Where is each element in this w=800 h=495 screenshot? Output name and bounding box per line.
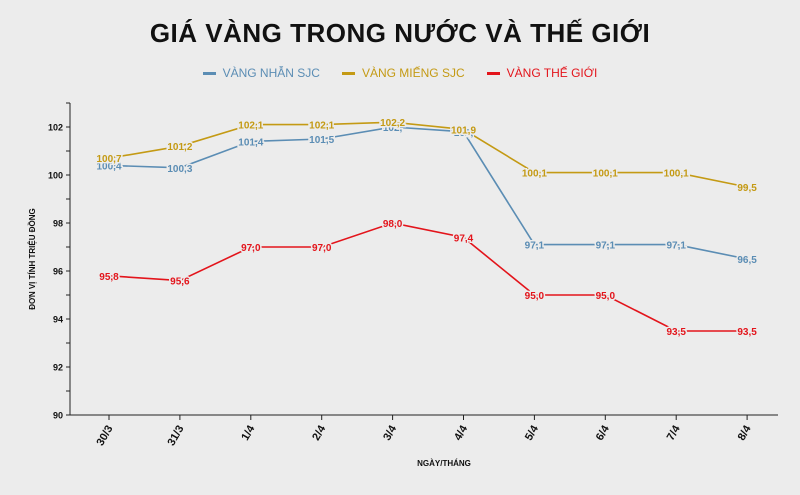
data-point <box>107 163 111 168</box>
data-label: 97,1 <box>525 241 545 252</box>
x-tick-label: 30/3 <box>94 424 115 449</box>
data-point <box>390 125 395 129</box>
legend-item-vang-the-gioi: VÀNG THẾ GIỚI <box>486 66 598 80</box>
data-label: 97,0 <box>241 243 261 254</box>
data-label: 102,1 <box>238 121 263 132</box>
legend-label-vang-the-gioi: VÀNG THẾ GIỚI <box>506 66 598 80</box>
x-tick-label: 4/4 <box>452 423 470 443</box>
x-tick-label: 1/4 <box>239 423 257 443</box>
data-point <box>390 221 395 225</box>
legend-swatch-vang-nhan <box>202 71 216 75</box>
y-tick-label: 98 <box>53 219 63 229</box>
data-label: 95,6 <box>170 277 190 288</box>
data-label: 101,2 <box>167 142 192 153</box>
data-label: 101,5 <box>309 135 334 146</box>
data-label: 101,4 <box>238 137 263 148</box>
data-label: 102,1 <box>309 121 334 132</box>
data-point <box>745 185 749 189</box>
x-tick-label: 8/4 <box>736 423 754 443</box>
data-label: 100,1 <box>522 169 547 180</box>
data-point <box>603 293 608 297</box>
data-label: 96,5 <box>737 255 757 266</box>
data-point <box>319 137 324 141</box>
x-axis-label: NGÀY/THÁNG <box>417 459 471 468</box>
y-tick-label: 102 <box>48 123 63 133</box>
data-label: 102, <box>383 123 403 134</box>
data-point <box>532 170 537 175</box>
data-label: 101, <box>454 128 474 139</box>
data-point <box>319 245 324 249</box>
data-label: 97,1 <box>666 241 686 252</box>
x-tick-label: 2/4 <box>310 423 328 443</box>
data-label: 100,4 <box>96 161 121 172</box>
data-point <box>107 274 111 278</box>
data-point <box>674 170 678 175</box>
data-point <box>461 127 466 132</box>
y-tick-label: 90 <box>53 411 63 421</box>
data-point <box>603 242 608 247</box>
data-point <box>178 166 182 170</box>
series-line-2 <box>108 222 748 332</box>
y-tick-label: 94 <box>53 315 63 325</box>
legend-item-vang-nhan: VÀNG NHẪN SJC <box>202 66 320 80</box>
data-point <box>674 242 678 247</box>
data-point <box>603 170 608 175</box>
data-point <box>178 278 182 283</box>
data-label: 97,1 <box>596 241 616 252</box>
data-label: 100,7 <box>96 154 121 165</box>
y-axis-label: ĐƠN VỊ TÍNH TRIỆU ĐỒNG <box>27 208 37 310</box>
x-tick-label: 7/4 <box>665 423 683 443</box>
x-tick-label: 6/4 <box>594 423 612 443</box>
data-point <box>107 156 111 160</box>
series-line-1 <box>108 121 748 188</box>
data-label: 97,4 <box>454 233 474 244</box>
data-point <box>532 242 537 247</box>
data-point <box>249 245 253 249</box>
data-label: 102,2 <box>380 118 405 129</box>
x-tick-label: 5/4 <box>523 423 541 443</box>
data-point <box>674 329 678 333</box>
y-tick-label: 96 <box>53 267 63 277</box>
data-label: 95,0 <box>525 291 545 302</box>
data-label: 95,8 <box>99 272 119 283</box>
data-point <box>249 122 253 127</box>
data-label: 95,0 <box>596 291 616 302</box>
y-tick-label: 100 <box>48 171 63 181</box>
legend-label-vang-nhan: VÀNG NHẪN SJC <box>222 66 320 80</box>
legend-item-vang-mieng: VÀNG MIẾNG SJC <box>341 66 465 80</box>
legend-swatch-vang-mieng <box>341 71 355 75</box>
data-point <box>178 144 182 148</box>
data-point <box>319 122 324 127</box>
data-point <box>461 235 466 240</box>
data-point <box>249 139 253 144</box>
x-tick-label: 3/4 <box>381 423 399 443</box>
data-label: 93,5 <box>666 327 686 338</box>
data-label: 100,1 <box>593 169 618 180</box>
data-point <box>532 293 537 297</box>
chart-title: GIÁ VÀNG TRONG NƯỚC VÀ THẾ GIỚI <box>149 18 651 48</box>
data-label: 97,0 <box>312 243 332 254</box>
data-label: 101,9 <box>451 125 476 136</box>
data-label: 100,3 <box>167 164 192 175</box>
data-label: 100,1 <box>664 169 689 180</box>
chart-legend: VÀNG NHẪN SJC VÀNG MIẾNG SJC VÀNG THẾ GI… <box>0 66 800 80</box>
data-point <box>745 329 749 333</box>
data-label: 98,0 <box>383 219 403 230</box>
series-line-0 <box>108 126 748 260</box>
data-point <box>390 120 395 124</box>
y-tick-label: 92 <box>53 363 63 373</box>
legend-label-vang-mieng: VÀNG MIẾNG SJC <box>361 66 465 80</box>
data-label: 99,5 <box>737 183 757 194</box>
data-label: 93,5 <box>737 327 757 338</box>
x-tick-label: 31/3 <box>165 424 186 449</box>
legend-swatch-vang-the-gioi <box>486 71 500 75</box>
data-point <box>745 257 749 261</box>
